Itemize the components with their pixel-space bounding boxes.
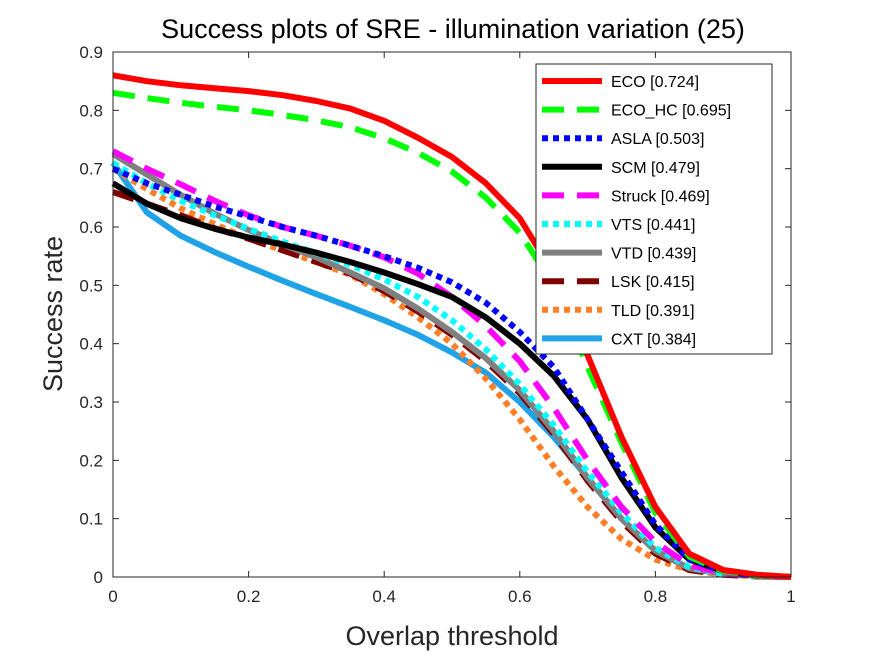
y-tick-label: 0.9 [79, 43, 103, 62]
series-line-tld [111, 166, 792, 580]
x-tick-label: 0.8 [644, 587, 668, 606]
legend-label: TLD [0.391] [611, 303, 695, 320]
y-tick-label: 0.3 [79, 393, 103, 412]
legend-label: ECO [0.724] [611, 74, 699, 91]
x-axis-label: Overlap threshold [345, 621, 558, 651]
plot-frame [112, 51, 792, 578]
y-tick-label: 0.4 [79, 335, 103, 354]
y-axis-label: Success rate [38, 236, 68, 392]
y-tick-label: 0.6 [79, 218, 103, 237]
x-tick-label: 0.6 [508, 587, 532, 606]
x-tick-label: 0.4 [372, 587, 396, 606]
legend-label: VTS [0.441] [611, 217, 696, 234]
x-tick-label: 1 [786, 587, 795, 606]
legend-label: ASLA [0.503] [611, 131, 704, 148]
legend-label: CXT [0.384] [611, 331, 696, 348]
series-line-eco [112, 72, 792, 580]
legend-box [535, 63, 773, 355]
series-line-asla [111, 165, 792, 580]
y-tick-label: 0.7 [79, 160, 103, 179]
legend-label: LSK [0.415] [611, 274, 695, 291]
series-lines [110, 72, 792, 580]
legend-label: VTD [0.439] [611, 246, 696, 263]
y-tick-label: 0.2 [79, 451, 103, 470]
y-tick-label: 0.5 [79, 276, 103, 295]
legend: ECO [0.724] ECO_HC [0.695] ASLA [0.503] SCM… [535, 63, 773, 355]
legend-label: SCM [0.479] [611, 160, 700, 177]
chart-title: Success plots of SRE - illumination vari… [161, 14, 745, 44]
x-tick-label: 0.2 [237, 587, 261, 606]
series-line-scm [111, 180, 792, 580]
y-axis-ticks: 0 0.1 0.2 0.3 0.4 0.5 0.6 0.7 0.8 0.9 [79, 43, 791, 587]
legend-label: ECO_HC [0.695] [611, 103, 731, 120]
x-axis-ticks: 0 0.2 0.4 0.6 0.8 1 [108, 52, 796, 606]
y-tick-label: 0 [94, 568, 103, 587]
legend-label: Struck [0.469] [611, 188, 710, 205]
x-tick-label: 0 [108, 587, 117, 606]
y-tick-label: 0.1 [79, 510, 103, 529]
y-tick-label: 0.8 [79, 101, 103, 120]
